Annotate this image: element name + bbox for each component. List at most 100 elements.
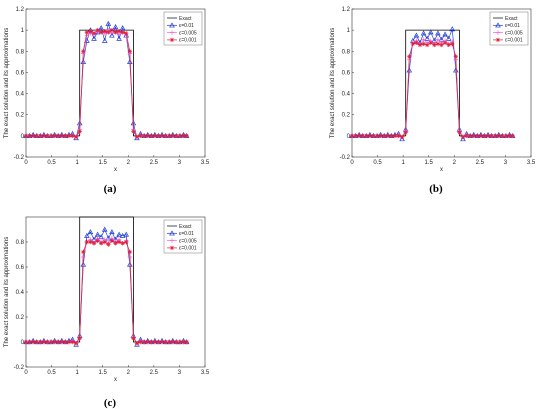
- data-point: [131, 129, 136, 134]
- x-axis-label: x: [440, 167, 443, 173]
- data-point: [81, 249, 86, 255]
- data-point: [420, 30, 427, 36]
- data-point: [127, 58, 133, 64]
- legend-box: [163, 219, 203, 254]
- data-point: [414, 40, 419, 46]
- data-point: [34, 339, 39, 345]
- data-point: [482, 133, 487, 139]
- data-point: [41, 133, 47, 139]
- series-3: [349, 40, 515, 140]
- x-tick-label: 3.5: [527, 160, 536, 166]
- data-point: [91, 241, 97, 246]
- data-point: [70, 339, 75, 345]
- data-point: [149, 133, 154, 139]
- data-point: [181, 339, 186, 345]
- y-tick-label: 0.4: [16, 92, 25, 98]
- y-tick-label: 0.8: [16, 49, 25, 55]
- data-point: [360, 133, 365, 139]
- data-point: [445, 35, 452, 41]
- data-point: [124, 31, 129, 36]
- data-point: [98, 241, 104, 246]
- x-tick-label: 2.5: [476, 160, 485, 166]
- data-point: [52, 133, 57, 139]
- legend-label: ε=0.001: [505, 38, 523, 44]
- legend-marker: [495, 37, 501, 43]
- data-point: [120, 241, 125, 246]
- legend-label: ε=0.005: [505, 30, 523, 36]
- data-point: [38, 133, 43, 139]
- data-point: [442, 40, 448, 46]
- data-point: [112, 24, 119, 30]
- legend-label: ε=0.001: [179, 38, 197, 44]
- data-point: [435, 37, 441, 42]
- data-point: [123, 231, 130, 237]
- data-point: [134, 134, 140, 140]
- data-point: [493, 133, 498, 139]
- y-tick-label: 1: [21, 28, 25, 34]
- data-point: [23, 339, 29, 345]
- data-point: [66, 339, 72, 345]
- data-point: [63, 133, 68, 139]
- data-point: [428, 40, 433, 46]
- data-point: [156, 339, 161, 345]
- x-tick-label: 0.5: [47, 160, 56, 166]
- y-tick-label: 1.2: [16, 7, 25, 13]
- data-point: [174, 339, 179, 345]
- data-point: [113, 30, 118, 35]
- data-point: [471, 133, 476, 139]
- data-point: [119, 232, 126, 238]
- data-point: [27, 133, 32, 139]
- data-point: [102, 239, 107, 245]
- data-point: [349, 133, 355, 139]
- data-point: [396, 133, 401, 139]
- data-point: [382, 133, 387, 139]
- legend-label: Exact: [179, 16, 192, 22]
- data-point: [73, 341, 79, 346]
- x-tick-label: 0: [24, 370, 28, 376]
- data-point: [449, 26, 456, 32]
- data-point: [167, 339, 172, 345]
- legend-marker: [169, 245, 175, 251]
- data-point: [73, 134, 79, 140]
- legend-label: Exact: [505, 16, 518, 22]
- data-point: [56, 339, 61, 345]
- y-axis-label: The exact solution and its approximation…: [4, 237, 10, 347]
- x-tick-label: 3: [504, 160, 508, 166]
- x-tick-label: 2.5: [150, 370, 159, 376]
- x-tick-label: 3: [178, 370, 182, 376]
- legend-box: [163, 11, 203, 46]
- data-point: [56, 133, 61, 139]
- data-point: [453, 54, 459, 59]
- x-tick-label: 2.5: [150, 160, 159, 166]
- data-point: [127, 261, 133, 267]
- data-point: [102, 29, 107, 34]
- data-point: [113, 241, 118, 246]
- data-point: [48, 133, 54, 139]
- x-tick-label: 2: [453, 160, 457, 166]
- data-point: [367, 133, 373, 139]
- data-point: [407, 54, 412, 59]
- data-point: [353, 133, 358, 139]
- y-tick-label: 0.2: [16, 113, 25, 119]
- data-point: [389, 133, 394, 139]
- data-point: [59, 133, 64, 139]
- y-tick-label: 0.4: [16, 290, 25, 296]
- y-tick-label: 0.6: [16, 70, 25, 76]
- data-point: [424, 42, 430, 48]
- x-tick-label: 0: [350, 160, 354, 166]
- y-tick-label: 0.8: [342, 49, 351, 55]
- data-point: [87, 229, 94, 235]
- data-point: [417, 42, 423, 48]
- data-point: [392, 133, 398, 139]
- data-point: [88, 29, 93, 34]
- data-point: [45, 133, 50, 139]
- x-tick-label: 1.5: [99, 160, 108, 166]
- data-point: [105, 235, 112, 241]
- data-point: [116, 29, 122, 34]
- data-point: [378, 133, 383, 139]
- data-point: [127, 49, 133, 54]
- data-point: [503, 133, 509, 139]
